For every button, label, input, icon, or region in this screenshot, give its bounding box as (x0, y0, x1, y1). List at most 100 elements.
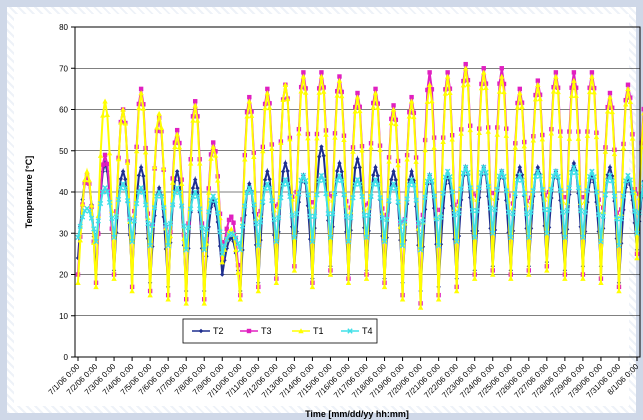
data-point-T1 (102, 98, 108, 104)
data-point-T1 (616, 288, 622, 294)
data-point-T3 (571, 70, 577, 75)
data-point-T4 (449, 189, 455, 195)
data-point-T1 (242, 156, 248, 162)
data-point-T4 (605, 177, 611, 184)
data-point-T1 (212, 152, 219, 158)
data-point-T1 (586, 89, 593, 95)
data-point-T2 (375, 173, 380, 178)
data-point-T3 (213, 149, 218, 154)
data-point-T1 (350, 148, 356, 154)
data-point-T1 (251, 154, 257, 160)
data-point-T1 (537, 96, 543, 102)
data-point-T1 (426, 82, 433, 87)
data-point-T4 (93, 238, 99, 245)
data-point-T1 (172, 144, 178, 150)
data-point-T4 (632, 208, 638, 214)
data-point-T4 (537, 173, 543, 179)
data-point-T1 (284, 96, 291, 102)
data-point-T4 (627, 177, 633, 183)
data-point-T1 (264, 90, 271, 96)
data-point-T4 (210, 193, 216, 199)
data-point-T1 (501, 89, 507, 95)
data-point-T1 (627, 99, 633, 104)
data-point-T4 (190, 193, 196, 200)
data-point-T4 (618, 216, 624, 222)
data-point-T1 (417, 304, 424, 310)
data-point-T2 (610, 173, 615, 179)
data-point-T1 (429, 98, 435, 104)
data-point-T4 (160, 205, 167, 211)
series-T2 (75, 144, 643, 294)
data-point-T4 (239, 223, 246, 229)
data-point-T1 (519, 104, 525, 110)
data-point-T4 (309, 238, 316, 245)
data-point-T1 (377, 147, 383, 152)
data-point-T4 (514, 177, 521, 183)
data-point-T1 (453, 288, 460, 294)
data-point-T1 (629, 135, 636, 141)
legend-label: T1 (313, 326, 324, 336)
data-point-T4 (194, 193, 201, 200)
data-point-T4 (293, 211, 300, 217)
data-point-T4 (260, 199, 266, 205)
data-point-T2 (247, 181, 252, 186)
data-point-T1 (411, 114, 417, 120)
data-point-T4 (253, 220, 259, 227)
data-point-T1 (237, 296, 243, 302)
data-point-T1 (620, 145, 627, 151)
data-point-T1 (467, 127, 473, 133)
data-point-T3 (138, 86, 144, 92)
y-tick-label: 30 (59, 229, 68, 238)
data-point-T2 (355, 156, 360, 162)
data-point-T4 (174, 185, 180, 191)
data-point-T4 (145, 220, 151, 227)
y-axis-ticks: 0 10 20 30 40 50 60 70 80 (59, 23, 75, 362)
data-point-T4 (88, 215, 95, 221)
chart-area: 0 10 20 30 40 50 60 70 80 7/1/06 0:00 7/2/06 0:00… (14, 14, 643, 419)
data-point-T4 (91, 226, 97, 232)
data-point-T1 (375, 105, 381, 110)
data-point-T4 (323, 190, 329, 197)
data-point-T4 (580, 234, 586, 241)
data-point-T4 (169, 202, 176, 208)
data-point-T4 (237, 247, 243, 253)
data-point-T2 (409, 169, 414, 174)
data-point-T4 (334, 177, 340, 183)
data-point-T1 (332, 134, 338, 140)
data-point-T4 (426, 172, 433, 179)
series-line-T1 (77, 68, 643, 308)
data-point-T1 (334, 92, 340, 98)
data-point-T4 (424, 178, 431, 184)
data-point-T4 (539, 186, 546, 193)
data-point-T1 (194, 117, 201, 123)
data-point-T3 (373, 86, 378, 92)
data-point-T4 (156, 189, 162, 195)
data-point-T4 (311, 213, 318, 219)
data-point-T1 (169, 179, 176, 185)
data-point-T4 (271, 216, 277, 223)
data-point-T1 (435, 296, 442, 302)
data-point-T1 (512, 144, 518, 150)
data-point-T4 (413, 197, 419, 203)
data-point-T4 (377, 195, 383, 201)
data-point-T4 (636, 210, 642, 216)
data-point-T1 (393, 121, 399, 127)
data-point-T1 (341, 137, 347, 143)
data-point-T4 (555, 173, 561, 180)
data-point-T4 (284, 181, 291, 187)
data-point-T1 (176, 144, 183, 150)
data-point-T1 (408, 98, 415, 104)
data-point-T4 (379, 215, 385, 221)
y-tick-label: 20 (59, 271, 68, 280)
data-point-T1 (406, 113, 413, 119)
data-point-T2 (161, 214, 166, 220)
data-point-T4 (188, 206, 194, 212)
data-point-T2 (156, 185, 162, 191)
data-point-T4 (573, 169, 579, 176)
data-point-T4 (318, 172, 325, 179)
data-point-T1 (111, 275, 117, 281)
data-point-T1 (481, 69, 487, 75)
data-point-T1 (530, 137, 537, 143)
data-point-T1 (535, 82, 541, 87)
data-point-T4 (140, 189, 147, 195)
